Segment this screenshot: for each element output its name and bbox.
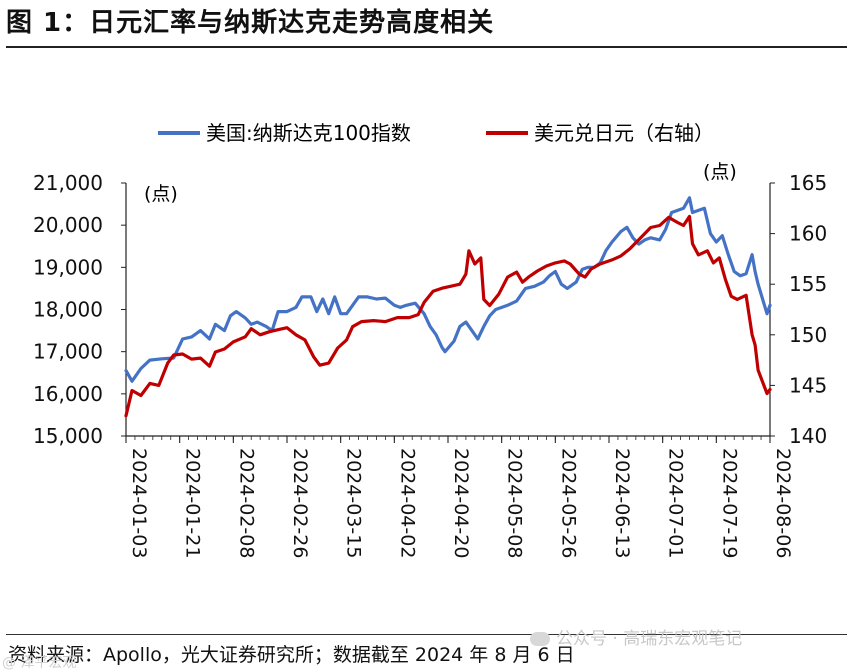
left-tick-label: 21,000	[33, 171, 103, 195]
x-tick-label: 2024-02-26	[289, 448, 311, 558]
x-tick-label: 2024-05-26	[557, 448, 579, 558]
x-tick-label: 2024-01-21	[182, 448, 204, 558]
left-tick-label: 20,000	[33, 213, 103, 237]
footer-rule	[6, 634, 847, 635]
x-tick-label: 2024-03-15	[343, 448, 365, 558]
x-tick-label: 2024-05-08	[504, 448, 526, 558]
axes: 15,000 16,000 17,000 18,000 19,000 20,000 21,0…	[33, 171, 827, 558]
series-line-usdjpy	[124, 214, 772, 418]
x-tick-label: 2024-04-20	[450, 448, 472, 558]
left-tick-label: 19,000	[33, 255, 103, 279]
x-tick-label: 2024-01-03	[128, 448, 150, 558]
x-tick-label: 2024-02-08	[235, 448, 257, 558]
legend: 美国:纳斯达克100指数 美元兑日元（右轴）	[158, 121, 714, 145]
legend-label-usdjpy: 美元兑日元（右轴）	[534, 121, 714, 145]
x-tick-label: 2024-07-01	[665, 448, 687, 558]
right-tick-label: 155	[789, 272, 827, 296]
right-tick-label: 145	[789, 373, 827, 397]
left-tick-label: 18,000	[33, 298, 103, 322]
x-tick-label: 2024-04-02	[396, 448, 418, 558]
source-note: 资料来源：Apollo，光大证券研究所；数据截至 2024 年 8 月 6 日	[8, 644, 575, 666]
title-rule	[6, 46, 847, 48]
x-tick-label: 2024-08-06	[772, 448, 794, 558]
figure-title: 图 1：日元汇率与纳斯达克走势高度相关	[6, 8, 495, 38]
right-tick-label: 150	[789, 323, 827, 347]
left-tick-label: 16,000	[33, 382, 103, 406]
x-tick-label: 2024-06-13	[611, 448, 633, 558]
right-tick-label: 165	[789, 171, 827, 195]
right-tick-label: 140	[789, 424, 827, 448]
series-layer	[124, 196, 772, 418]
watermark-text: 公众号 · 高瑞东宏观笔记	[556, 629, 743, 649]
x-tick-label: 2024-07-19	[718, 448, 740, 558]
left-tick-label: 15,000	[33, 424, 103, 448]
right-axis-unit: (点)	[703, 161, 737, 183]
legend-label-nasdaq: 美国:纳斯达克100指数	[206, 121, 411, 145]
right-tick-label: 160	[789, 222, 827, 246]
wechat-icon	[530, 632, 550, 646]
watermark: 公众号 · 高瑞东宏观笔记	[530, 624, 742, 649]
corner-watermark: @ 泽平宏观	[2, 655, 77, 671]
series-line-nasdaq	[124, 196, 772, 383]
left-tick-label: 17,000	[33, 340, 103, 364]
left-axis-unit: (点)	[144, 183, 178, 205]
